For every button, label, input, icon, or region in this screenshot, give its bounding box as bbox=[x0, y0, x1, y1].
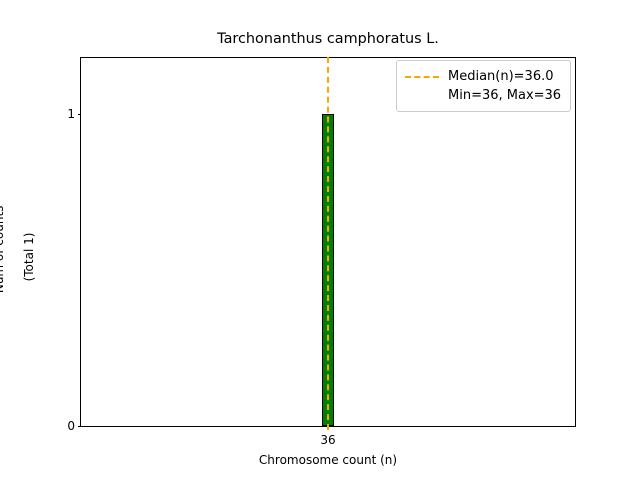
y-tick-mark bbox=[77, 114, 81, 116]
x-axis-label: Chromosome count (n) bbox=[258, 453, 398, 467]
x-tick-label: 36 bbox=[320, 433, 336, 447]
legend-item-minmax: Min=36, Max=36 bbox=[405, 86, 561, 105]
median-line bbox=[326, 57, 329, 430]
y-axis-label-line2: (Total 1) bbox=[22, 232, 36, 282]
plot-inner: 0 1 36 bbox=[67, 57, 575, 447]
legend-item-median: Median(n)=36.0 bbox=[405, 67, 561, 86]
y-tick-label: 0 bbox=[67, 419, 75, 433]
y-axis-label-line1: Num of counts bbox=[0, 205, 6, 294]
legend-label: Median(n)=36.0 bbox=[448, 69, 554, 84]
y-tick-label: 1 bbox=[67, 107, 75, 122]
legend-label: Min=36, Max=36 bbox=[448, 88, 562, 103]
legend: Median(n)=36.0 Min=36, Max=36 bbox=[396, 60, 572, 112]
chart-title: Tarchonanthus camphoratus L. bbox=[217, 31, 439, 47]
y-tick-mark bbox=[77, 426, 81, 427]
y-axis-label: Num of counts (Total 1) bbox=[0, 97, 67, 417]
dashed-line-icon bbox=[405, 75, 439, 78]
plot-area: 0 1 36 bbox=[67, 57, 576, 447]
